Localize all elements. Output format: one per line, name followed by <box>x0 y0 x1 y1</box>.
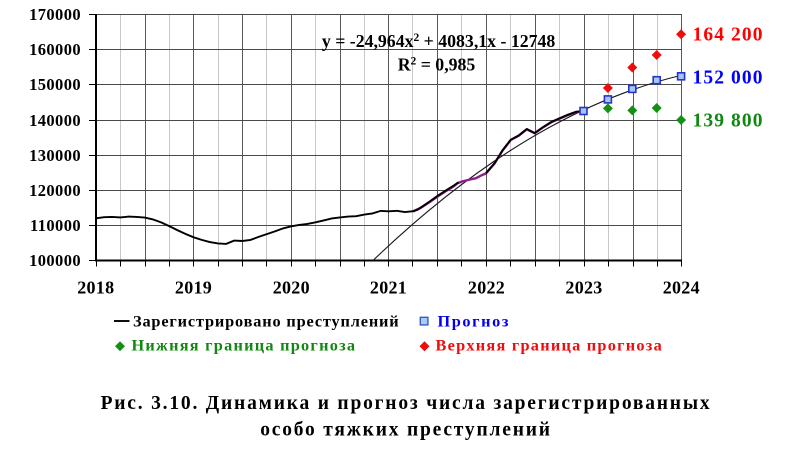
svg-text:2023: 2023 <box>565 278 602 298</box>
svg-text:R2 = 0,985: R2 = 0,985 <box>398 55 476 75</box>
svg-text:2022: 2022 <box>468 278 505 298</box>
svg-text:y = -24,964x2 + 4083,1x - 1274: y = -24,964x2 + 4083,1x - 12748 <box>322 31 556 51</box>
svg-text:2019: 2019 <box>175 278 212 298</box>
svg-text:2018: 2018 <box>77 278 114 298</box>
svg-text:110000: 110000 <box>30 216 81 235</box>
svg-text:100000: 100000 <box>29 251 81 270</box>
svg-text:Верхняя граница прогноза: Верхняя граница прогноза <box>436 336 663 355</box>
svg-text:Зарегистрировано преступлений: Зарегистрировано преступлений <box>133 312 400 331</box>
svg-text:160000: 160000 <box>29 40 81 59</box>
svg-text:Прогноз: Прогноз <box>438 312 511 331</box>
svg-text:Рис. 3.10. Динамика и прогноз: Рис. 3.10. Динамика и прогноз числа заре… <box>101 393 712 414</box>
svg-text:2020: 2020 <box>273 278 310 298</box>
svg-text:2024: 2024 <box>663 278 700 298</box>
svg-text:150000: 150000 <box>29 75 81 94</box>
svg-text:170000: 170000 <box>29 5 81 24</box>
svg-text:2021: 2021 <box>370 278 407 298</box>
svg-text:130000: 130000 <box>29 146 81 165</box>
svg-text:140000: 140000 <box>29 111 81 130</box>
svg-text:152 000: 152 000 <box>693 67 764 88</box>
svg-text:164 200: 164 200 <box>693 24 764 45</box>
svg-text:139 800: 139 800 <box>693 110 764 131</box>
svg-text:особо тяжких преступлений: особо тяжких преступлений <box>260 420 552 441</box>
svg-text:120000: 120000 <box>29 181 81 200</box>
svg-text:Нижняя граница прогноза: Нижняя граница прогноза <box>132 336 357 355</box>
